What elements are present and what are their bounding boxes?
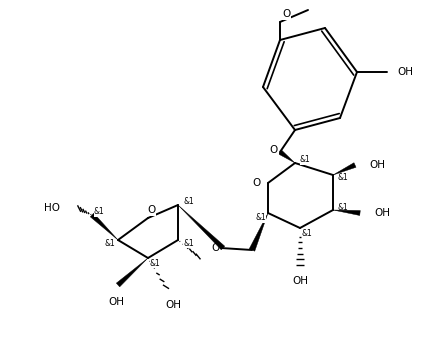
Polygon shape	[278, 150, 295, 163]
Text: O: O	[270, 145, 278, 155]
Polygon shape	[249, 213, 268, 251]
Text: OH: OH	[397, 67, 413, 77]
Text: &1: &1	[338, 173, 349, 182]
Text: &1: &1	[302, 228, 313, 237]
Text: &1: &1	[104, 238, 115, 247]
Text: &1: &1	[150, 258, 161, 267]
Text: O: O	[253, 178, 261, 188]
Text: &1: &1	[338, 202, 349, 211]
Polygon shape	[90, 213, 118, 240]
Text: O: O	[147, 205, 155, 215]
Text: OH: OH	[108, 297, 124, 307]
Text: &1: &1	[255, 213, 266, 222]
Text: O: O	[282, 9, 290, 19]
Text: O: O	[211, 243, 219, 253]
Text: &1: &1	[183, 197, 194, 206]
Text: &1: &1	[94, 208, 105, 217]
Text: OH: OH	[369, 160, 385, 170]
Polygon shape	[178, 205, 225, 250]
Text: OH: OH	[292, 276, 308, 286]
Polygon shape	[333, 210, 360, 216]
Text: HO: HO	[44, 203, 60, 213]
Text: OH: OH	[374, 208, 390, 218]
Text: OH: OH	[165, 300, 181, 310]
Polygon shape	[333, 163, 356, 175]
Polygon shape	[116, 258, 148, 287]
Text: &1: &1	[183, 238, 194, 247]
Text: &1: &1	[300, 155, 311, 164]
